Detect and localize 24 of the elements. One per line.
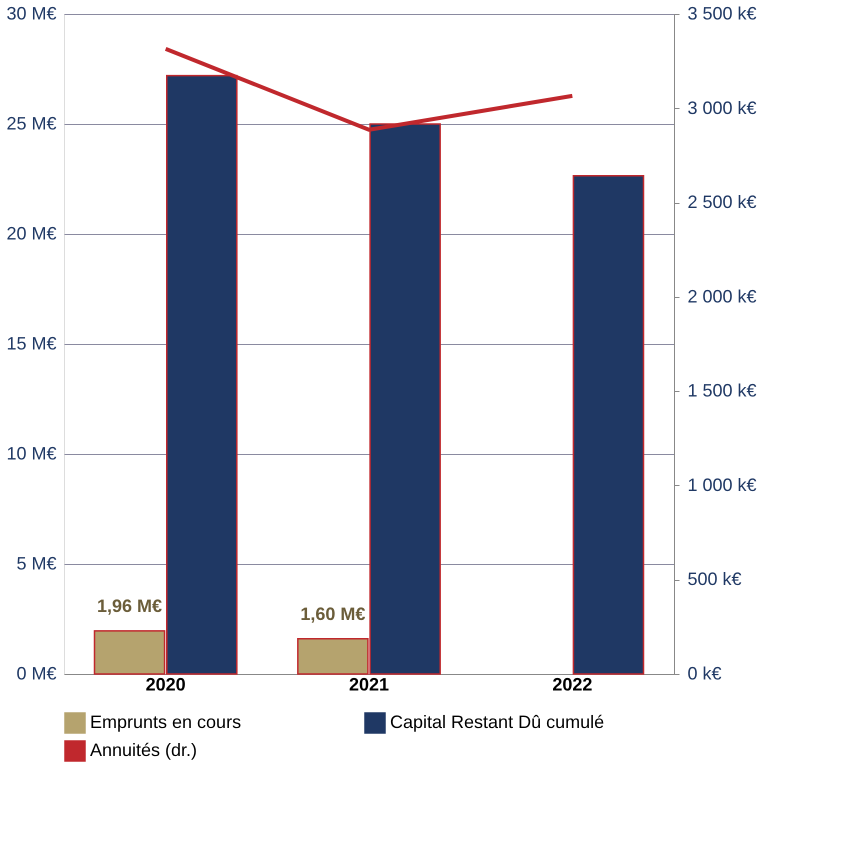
legend-label: Annuités (dr.) xyxy=(90,740,198,760)
y2-tick-label: 1 500 k€ xyxy=(688,380,757,401)
x-tick-label: 2020 xyxy=(146,674,186,694)
y-tick-label: 5 M€ xyxy=(16,554,56,574)
data-label: 1,60 M€ xyxy=(300,604,366,624)
legend-label: Capital Restant Dû cumulé xyxy=(390,712,604,732)
y2-tick-label: 500 k€ xyxy=(688,569,742,590)
y2-tick-label: 0 k€ xyxy=(688,664,722,684)
y2-tick-label: 3 000 k€ xyxy=(688,98,757,118)
data-label: 1,96 M€ xyxy=(97,596,162,616)
y2-tick-label: 3 500 k€ xyxy=(688,4,757,24)
y-tick-label: 0 M€ xyxy=(16,664,56,684)
y-tick-label: 15 M€ xyxy=(6,334,56,354)
y-tick-label: 30 M€ xyxy=(6,4,56,24)
y2-tick-label: 2 500 k€ xyxy=(688,192,757,212)
legend-label: Emprunts en cours xyxy=(90,712,242,732)
y2-tick-label: 1 000 k€ xyxy=(688,474,757,495)
x-tick-label: 2021 xyxy=(348,674,390,694)
bar xyxy=(572,174,644,675)
x-tick-label: 2022 xyxy=(552,674,592,694)
y-tick-label: 20 M€ xyxy=(6,224,56,244)
y2-tick-label: 2 000 k€ xyxy=(688,286,757,306)
y-tick-label: 10 M€ xyxy=(6,444,56,464)
y-tick-label: 25 M€ xyxy=(6,114,56,134)
